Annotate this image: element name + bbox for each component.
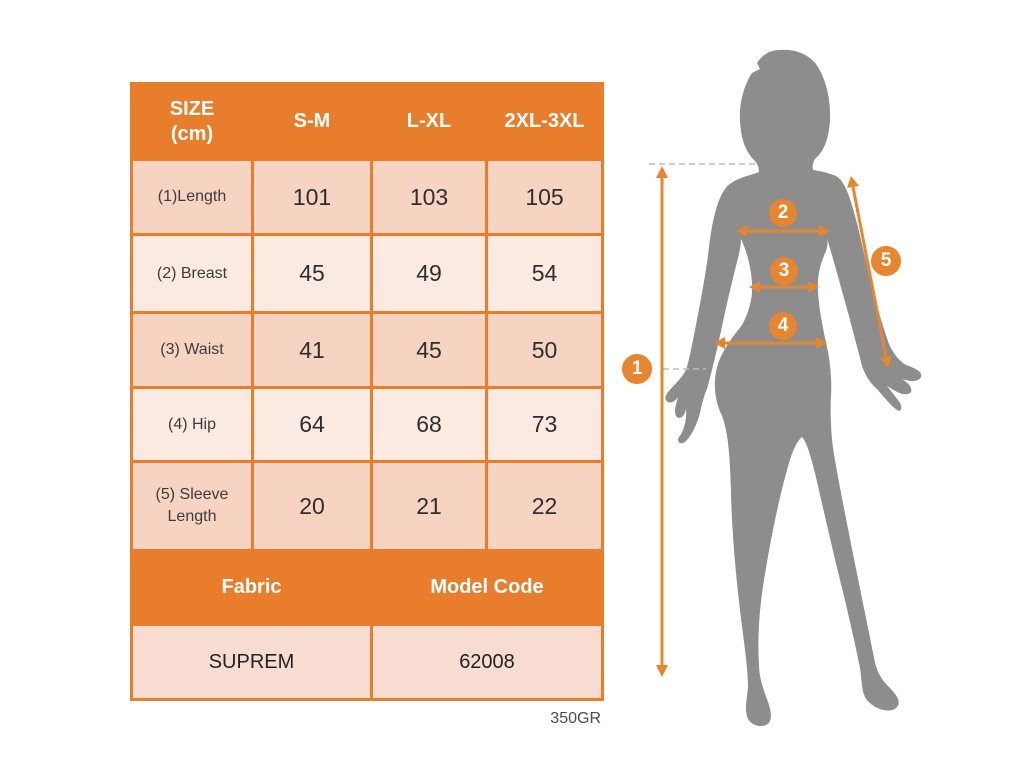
hip-arrow (714, 337, 827, 349)
model-code-header: Model Code (370, 549, 604, 626)
cell-value: 54 (485, 233, 604, 314)
woman-silhouette-image (665, 49, 922, 727)
table-row-breast: (2) Breast 45 49 54 (130, 233, 604, 314)
column-header-sm: S-M (251, 82, 373, 161)
table-row-sleeve-length: (5) Sleeve Length 20 21 22 (130, 460, 604, 552)
table-row-waist: (3) Waist 41 45 50 (130, 311, 604, 389)
measurement-figure: 1 2 3 4 5 (620, 30, 1024, 779)
sleeve-arrow (847, 176, 892, 368)
marker-1-length: 1 (622, 354, 652, 384)
cell-value: 103 (370, 158, 488, 236)
size-chart-table: SIZE (cm) S-M L-XL 2XL-3XL (1)Length 101… (130, 82, 604, 701)
cell-value: 64 (251, 386, 373, 463)
weight-note: 350GR (550, 710, 601, 727)
cell-value: 73 (485, 386, 604, 463)
size-unit-header: SIZE (cm) (130, 82, 254, 161)
info-data-row: SUPREM 62008 (130, 623, 604, 701)
breast-arrow (736, 225, 830, 237)
cell-value: 49 (370, 233, 488, 314)
column-header-lxl: L-XL (370, 82, 488, 161)
cell-value: 50 (485, 311, 604, 389)
cell-value: 68 (370, 386, 488, 463)
row-label: (5) Sleeve Length (130, 460, 254, 552)
info-header-row: Fabric Model Code (130, 549, 604, 626)
marker-4-hip: 4 (769, 312, 797, 340)
row-label: (1)Length (130, 158, 254, 236)
table-row-length: (1)Length 101 103 105 (130, 158, 604, 236)
fabric-value: SUPREM (130, 623, 373, 701)
marker-2-breast: 2 (769, 199, 797, 227)
cell-value: 20 (251, 460, 373, 552)
row-label: (3) Waist (130, 311, 254, 389)
fabric-header: Fabric (130, 549, 373, 626)
cell-value: 41 (251, 311, 373, 389)
cell-value: 21 (370, 460, 488, 552)
column-header-2xl3xl: 2XL-3XL (485, 82, 604, 161)
waist-arrow (749, 281, 819, 293)
row-label: (4) Hip (130, 386, 254, 463)
table-row-hip: (4) Hip 64 68 73 (130, 386, 604, 463)
cell-value: 45 (370, 311, 488, 389)
marker-5-sleeve: 5 (871, 246, 901, 276)
model-code-value: 62008 (370, 623, 604, 701)
cell-value: 105 (485, 158, 604, 236)
cell-value: 22 (485, 460, 604, 552)
figure-canvas (649, 49, 922, 727)
marker-3-waist: 3 (770, 257, 798, 285)
length-arrow (656, 166, 668, 677)
table-header-row: SIZE (cm) S-M L-XL 2XL-3XL (130, 82, 604, 161)
cell-value: 101 (251, 158, 373, 236)
cell-value: 45 (251, 233, 373, 314)
row-label: (2) Breast (130, 233, 254, 314)
